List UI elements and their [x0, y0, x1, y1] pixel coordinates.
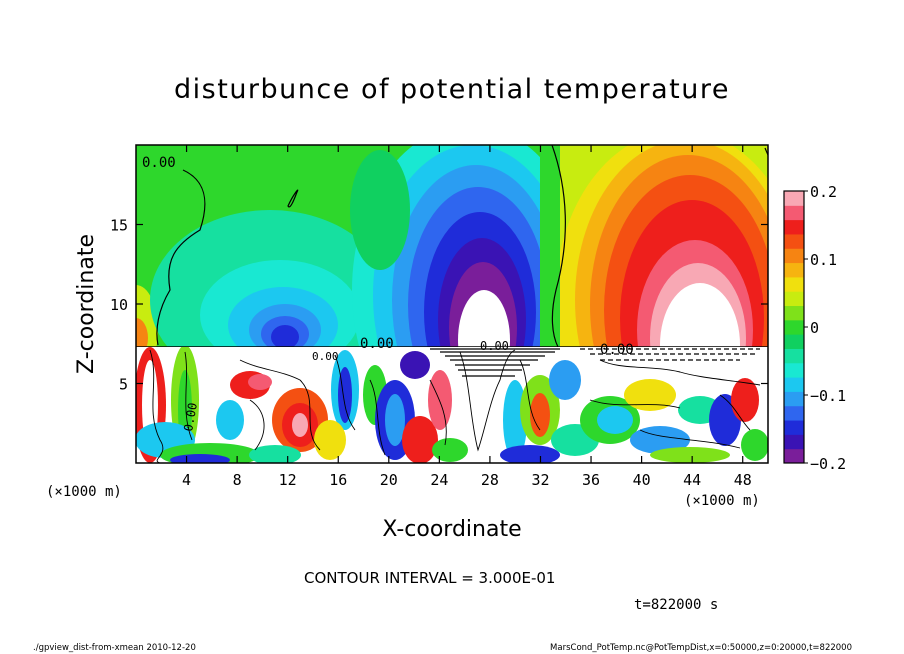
colorbar-swatch	[784, 319, 804, 335]
x-tick-label: 16	[329, 471, 347, 489]
contour-label-group: 0.00 0.00 0.00 0.00 0.00 0.00	[142, 155, 634, 433]
colorbar-tick-label: 0	[810, 319, 819, 337]
colorbar-swatch	[784, 276, 804, 292]
colorbar-tick-label: 0.1	[810, 251, 837, 269]
colorbar	[784, 191, 804, 464]
x-tick-label: 44	[683, 471, 701, 489]
colorbar-swatch	[784, 233, 804, 249]
contour-label: 0.00	[181, 402, 200, 433]
x-tick-label: 32	[531, 471, 549, 489]
colorbar-swatch	[784, 448, 804, 464]
colorbar-swatch	[784, 405, 804, 421]
contour-label: 0.00	[360, 336, 394, 352]
contour-label: 0.00	[480, 339, 509, 353]
colorbar-swatch	[784, 305, 804, 321]
x-tick-label: 36	[582, 471, 600, 489]
colorbar-swatch	[784, 348, 804, 364]
y-axis-title: Z-coordinate	[74, 234, 99, 374]
y-tick-label: 15	[110, 217, 128, 235]
x-axis-title: X-coordinate	[382, 517, 521, 542]
x-tick-label: 8	[233, 471, 242, 489]
colorbar-swatch	[784, 362, 804, 378]
colorbar-swatch	[784, 420, 804, 435]
footer-left: ./gpview_dist-from-xmean 2010-12-20	[33, 643, 196, 653]
colorbar-ticks: 0.2 0.1 0 −0.1 −0.2	[804, 183, 846, 473]
colorbar-swatch	[784, 205, 804, 221]
x-tick-label: 12	[279, 471, 297, 489]
contour-label: 0.00	[142, 155, 176, 171]
x-left-unit-label: (×1000 m)	[46, 484, 122, 500]
colorbar-tick-label: −0.2	[810, 455, 846, 473]
colorbar-swatch	[784, 434, 804, 450]
colorbar-tick-label: 0.2	[810, 183, 837, 201]
colorbar-swatch	[784, 219, 804, 235]
y-axis: 5 10 15	[110, 217, 768, 394]
x-tick-label: 28	[481, 471, 499, 489]
colorbar-swatch	[784, 248, 804, 264]
contour-interval-text: CONTOUR INTERVAL = 3.000E-01	[304, 569, 555, 587]
x-tick-label: 40	[633, 471, 651, 489]
colorbar-tick-label: −0.1	[810, 387, 846, 405]
chart-title: disturbunce of potential temperature	[174, 74, 730, 105]
contour-cluster	[430, 348, 760, 377]
heatmap-upper-layer	[136, 145, 768, 347]
colorbar-swatch	[784, 262, 804, 278]
x-axis: 4 8 12 16 20 24 28 32 36 40 44 48	[182, 145, 752, 489]
contour-label: 0.00	[312, 350, 339, 363]
colorbar-swatch	[784, 334, 804, 349]
x-tick-label: 20	[380, 471, 398, 489]
x-tick-label: 4	[182, 471, 191, 489]
colorbar-swatch	[784, 191, 804, 206]
footer-right: MarsCond_PotTemp.nc@PotTempDist,x=0:5000…	[550, 643, 852, 653]
contour-label: 0.00	[600, 342, 634, 358]
colorbar-swatch	[784, 391, 804, 407]
y-tick-label: 5	[119, 376, 128, 394]
x-right-unit-label: (×1000 m)	[684, 493, 760, 509]
colorbar-frame	[783, 190, 805, 464]
contour-lines-lower	[149, 349, 761, 463]
x-tick-label: 24	[430, 471, 448, 489]
y-tick-label: 10	[110, 296, 128, 314]
x-tick-label: 48	[734, 471, 752, 489]
time-label: t=822000 s	[634, 597, 718, 613]
colorbar-swatch	[784, 377, 804, 392]
colorbar-swatch	[784, 291, 804, 307]
